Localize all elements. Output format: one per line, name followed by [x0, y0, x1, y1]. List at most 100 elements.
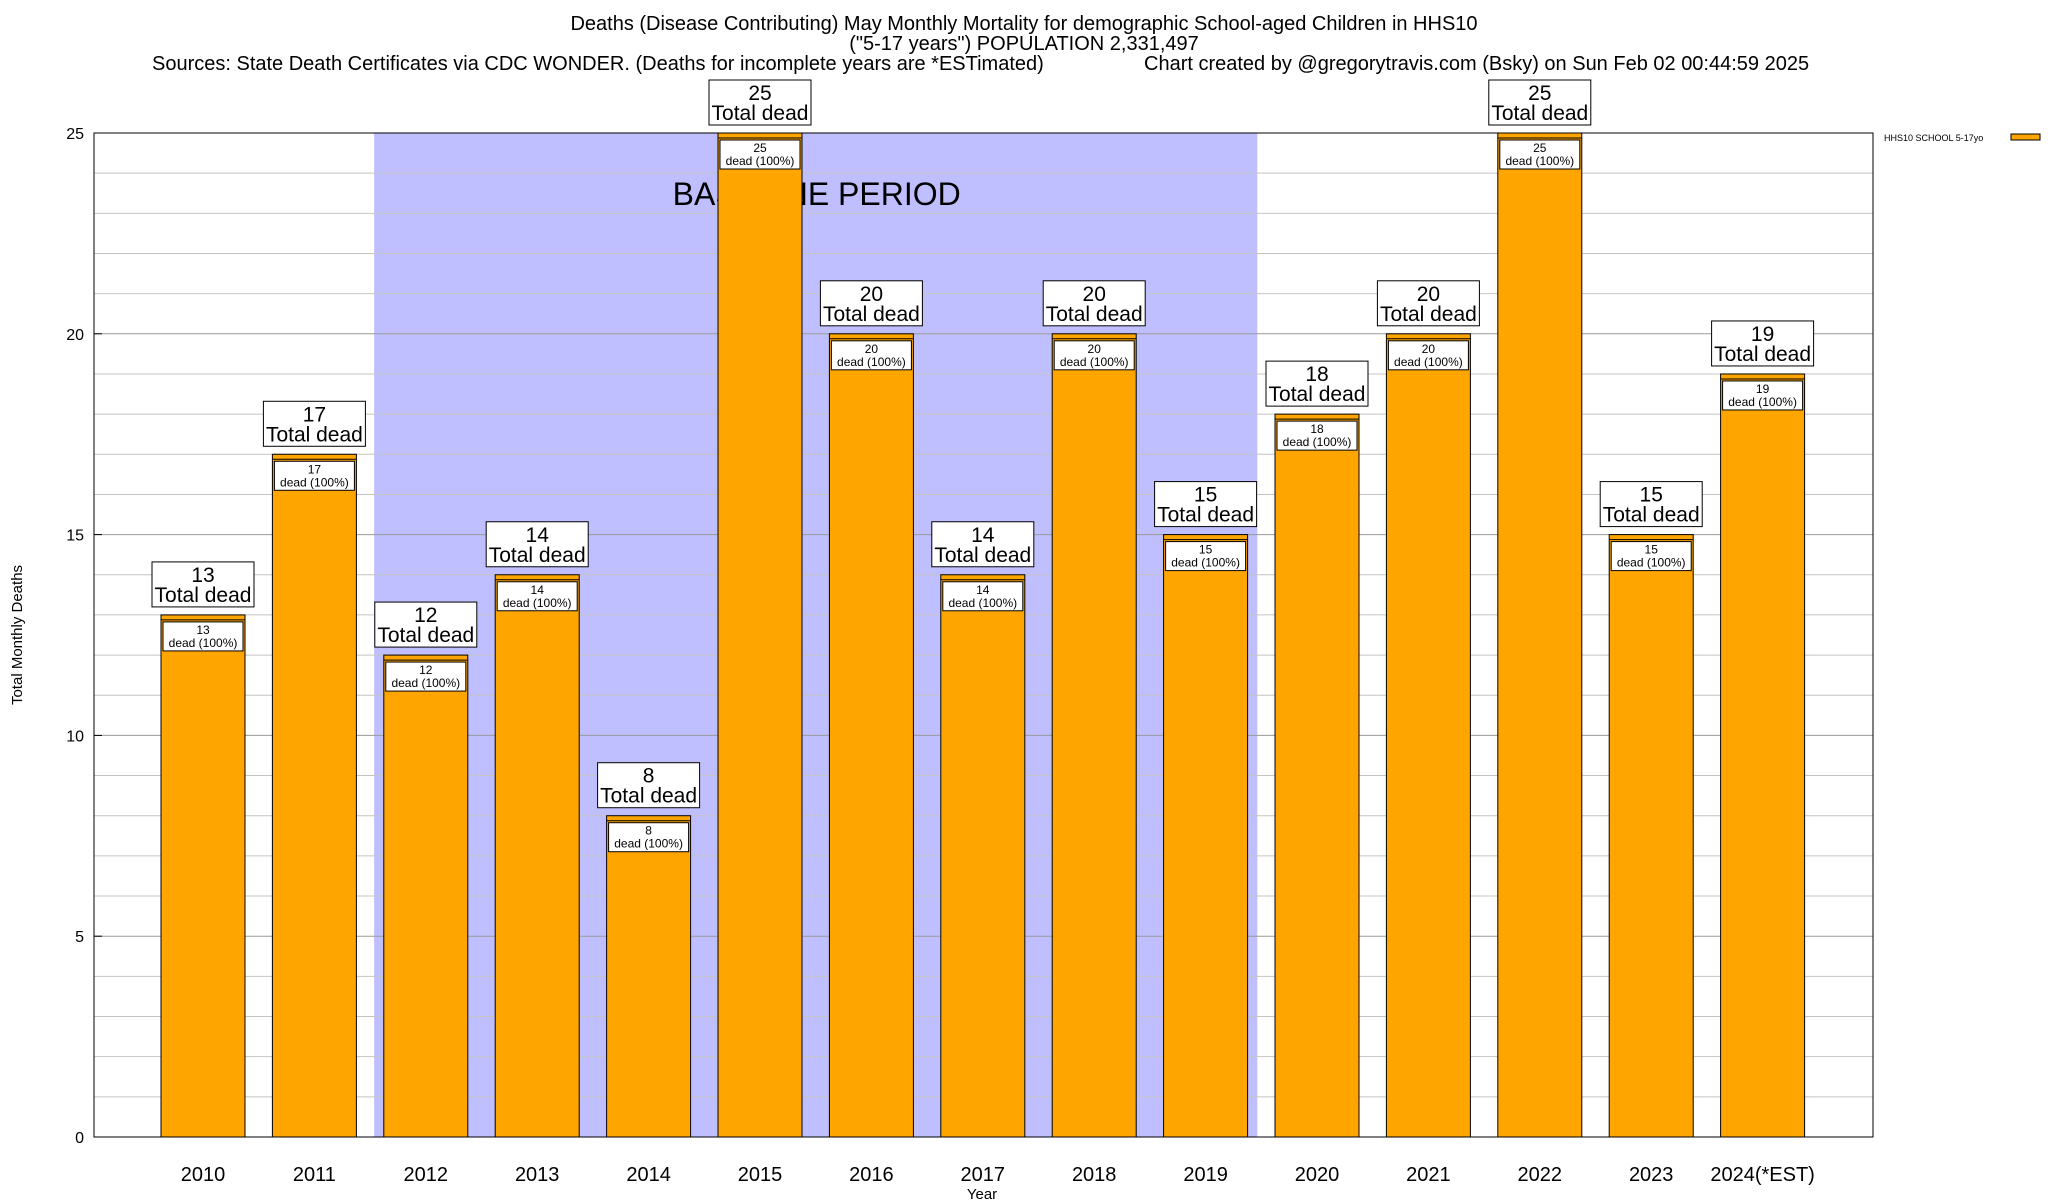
segment-percent-label: dead (100%): [391, 676, 460, 690]
segment-label-box: [608, 822, 690, 853]
total-value-label: 15: [1194, 484, 1217, 507]
x-tick-label: 2012: [404, 1164, 449, 1186]
bar: [828, 333, 914, 1138]
segment-label-box: [1165, 541, 1247, 572]
total-dead-label: Total dead: [155, 584, 252, 607]
total-label-box: [819, 280, 923, 327]
segment-label-box: [496, 581, 578, 612]
total-value-label: 25: [1528, 82, 1551, 105]
x-tick-label: 2022: [1518, 1164, 1563, 1186]
segment-value-label: 15: [1645, 543, 1659, 557]
segment-value-label: 12: [419, 663, 433, 677]
total-dead-label: Total dead: [934, 544, 1031, 567]
total-label-box: [485, 521, 589, 568]
total-label-box: [374, 601, 478, 648]
y-tick-label: 10: [66, 728, 84, 745]
segment-label-box: [1499, 139, 1581, 170]
total-value-label: 20: [1083, 283, 1106, 306]
total-dead-label: Total dead: [1714, 343, 1811, 366]
x-tick-label: 2021: [1406, 1164, 1451, 1186]
total-value-label: 20: [860, 283, 883, 306]
segment-percent-label: dead (100%): [280, 475, 349, 489]
bar: [1163, 534, 1249, 1138]
baseline-period-label: BASELINE PERIOD: [673, 176, 961, 212]
x-tick-label: 2013: [515, 1164, 560, 1186]
total-dead-label: Total dead: [823, 303, 920, 326]
total-label-box: [1265, 360, 1369, 407]
segment-label-box: [273, 460, 355, 491]
bar: [1720, 373, 1806, 1138]
bar: [271, 453, 357, 1138]
segment-label-box: [1610, 541, 1692, 572]
total-dead-label: Total dead: [600, 785, 697, 808]
x-tick-label: 2020: [1295, 1164, 1340, 1186]
x-tick-label: 2014: [626, 1164, 671, 1186]
total-label-box: [151, 561, 255, 608]
x-tick-label: 2011: [293, 1164, 336, 1186]
segment-value-label: 20: [865, 342, 879, 356]
y-axis-label: Total Monthly Deaths: [9, 565, 26, 705]
chart-title-line2: ("5-17 years") POPULATION 2,331,497: [849, 33, 1199, 55]
segment-percent-label: dead (100%): [614, 837, 683, 851]
segment-percent-label: dead (100%): [726, 154, 795, 168]
segment-percent-label: dead (100%): [1505, 154, 1574, 168]
bar: [940, 574, 1026, 1138]
segment-label-box: [1722, 380, 1804, 411]
x-tick-label: 2017: [961, 1164, 1006, 1186]
total-dead-label: Total dead: [1157, 504, 1254, 527]
segment-percent-label: dead (100%): [837, 355, 906, 369]
legend-swatch: [2010, 133, 2041, 141]
chart-credit: Chart created by @gregorytravis.com (Bsk…: [1144, 53, 1810, 75]
chart-sources: Sources: State Death Certificates via CD…: [152, 53, 1044, 75]
bar: [1051, 333, 1137, 1138]
total-label-box: [1711, 320, 1815, 367]
total-dead-label: Total dead: [1603, 504, 1700, 527]
total-value-label: 8: [643, 765, 655, 788]
segment-value-label: 14: [531, 583, 545, 597]
segment-value-label: 25: [753, 141, 767, 155]
total-value-label: 14: [526, 524, 550, 547]
y-tick-label: 25: [66, 126, 84, 143]
bar: [1385, 333, 1471, 1138]
segment-value-label: 20: [1422, 342, 1436, 356]
bar: [606, 815, 692, 1138]
total-dead-label: Total dead: [1269, 383, 1366, 406]
segment-value-label: 25: [1533, 141, 1547, 155]
total-label-box: [597, 762, 701, 809]
total-value-label: 17: [303, 403, 326, 426]
segment-label-box: [385, 661, 467, 692]
segment-percent-label: dead (100%): [948, 596, 1017, 610]
x-axis-label: Year: [967, 1186, 997, 1200]
segment-value-label: 19: [1756, 382, 1770, 396]
x-tick-label: 2018: [1072, 1164, 1117, 1186]
segment-value-label: 8: [645, 824, 652, 838]
total-dead-label: Total dead: [1046, 303, 1143, 326]
bar: [1497, 132, 1583, 1138]
segment-label-box: [942, 581, 1024, 612]
total-dead-label: Total dead: [377, 624, 474, 647]
segment-percent-label: dead (100%): [169, 636, 238, 650]
bar: [494, 574, 580, 1138]
x-tick-label: 2023: [1629, 1164, 1674, 1186]
total-label-box: [1154, 481, 1258, 528]
segment-percent-label: dead (100%): [503, 596, 572, 610]
total-dead-label: Total dead: [266, 423, 363, 446]
segment-percent-label: dead (100%): [1283, 435, 1352, 449]
segment-percent-label: dead (100%): [1617, 556, 1686, 570]
segment-label-box: [830, 340, 912, 371]
segment-value-label: 20: [1088, 342, 1102, 356]
y-tick-label: 20: [66, 327, 84, 344]
total-dead-label: Total dead: [712, 102, 809, 125]
x-tick-label: 2024(*EST): [1710, 1164, 1815, 1186]
total-value-label: 14: [971, 524, 995, 547]
total-dead-label: Total dead: [489, 544, 586, 567]
total-value-label: 12: [414, 604, 437, 627]
total-label-box: [1042, 280, 1146, 327]
segment-value-label: 15: [1199, 543, 1213, 557]
chart-title-line1: Deaths (Disease Contributing) May Monthl…: [570, 13, 1478, 35]
total-value-label: 15: [1640, 484, 1663, 507]
total-label-box: [708, 79, 812, 126]
segment-label-box: [162, 621, 244, 652]
total-dead-label: Total dead: [1491, 102, 1588, 125]
